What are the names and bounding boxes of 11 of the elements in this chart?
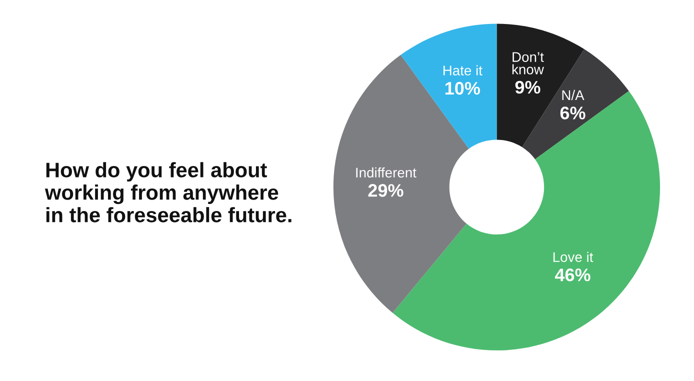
data-label: 10% <box>445 82 480 95</box>
data-label: 46% <box>554 268 590 282</box>
data-label: 9% <box>515 80 540 94</box>
text: How do you feel about working from anywhere in the foreseeable future. <box>44 162 292 222</box>
slice-label: Indifferent <box>356 167 416 178</box>
data-label: 6% <box>560 106 586 120</box>
data-label: 29% <box>368 184 404 197</box>
slice-label: Don’t know <box>512 52 544 74</box>
slice-label: Hate it <box>443 65 482 76</box>
slice-label: N/A <box>562 90 584 100</box>
slice-label: Love it <box>553 252 594 262</box>
